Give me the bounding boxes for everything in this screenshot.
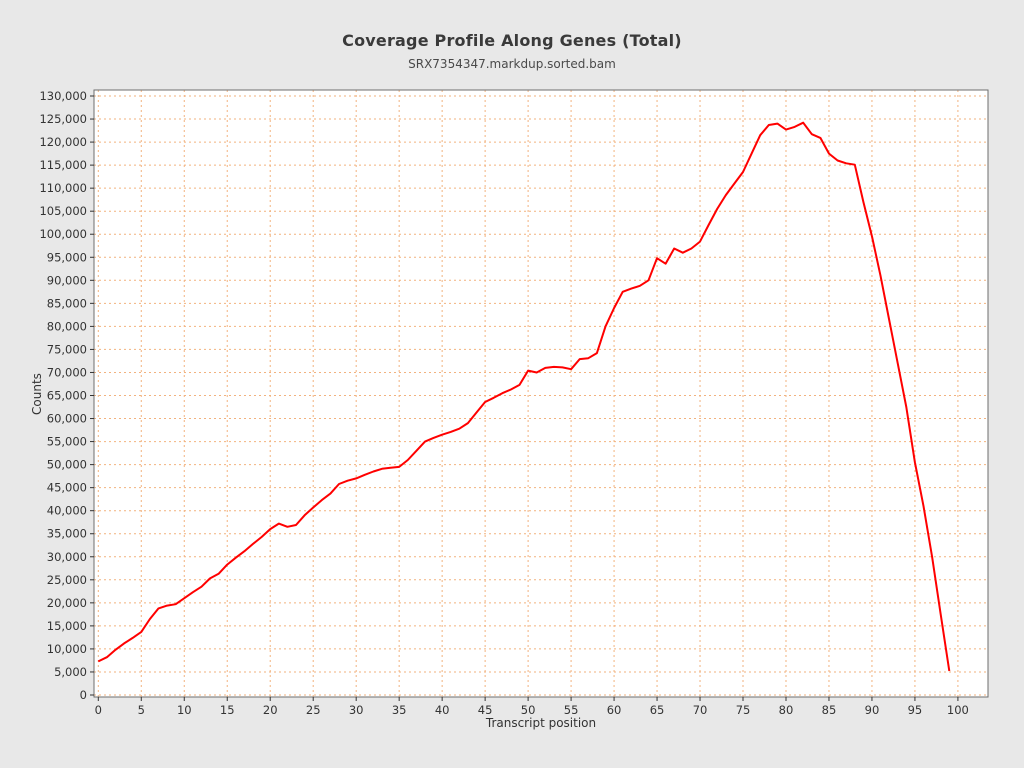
y-axis: 0 5,000 10,000 15,000 20,000 25,000 30,000 35,0… [39, 89, 94, 702]
y-tick-label: 10,000 [47, 642, 87, 656]
x-tick-label: 95 [908, 703, 923, 717]
y-tick-label: 35,000 [47, 527, 87, 541]
y-tick-label: 95,000 [47, 250, 87, 264]
x-tick-label: 90 [865, 703, 880, 717]
x-tick-label: 85 [822, 703, 837, 717]
y-tick-label: 90,000 [47, 273, 87, 287]
x-tick-label: 35 [392, 703, 407, 717]
x-axis-label: Transcript position [485, 716, 597, 730]
y-tick-label: 75,000 [47, 342, 87, 356]
y-tick-label: 65,000 [47, 389, 87, 403]
x-tick-label: 75 [736, 703, 751, 717]
x-tick-label: 60 [607, 703, 622, 717]
x-tick-label: 0 [95, 703, 102, 717]
x-tick-label: 70 [693, 703, 708, 717]
x-axis: 0 5 10 15 20 25 30 35 40 45 50 55 60 65 70 75 80 85 90 95 10… [95, 697, 969, 717]
x-tick-label: 40 [435, 703, 450, 717]
y-tick-label: 120,000 [39, 135, 87, 149]
chart-frame [93, 89, 989, 698]
y-tick-label: 50,000 [47, 458, 87, 472]
x-tick-label: 100 [947, 703, 969, 717]
y-tick-label: 80,000 [47, 319, 87, 333]
y-tick-label: 30,000 [47, 550, 87, 564]
x-tick-label: 30 [349, 703, 364, 717]
x-tick-label: 50 [521, 703, 536, 717]
chart-subtitle: SRX7354347.markdup.sorted.bam [408, 57, 616, 71]
y-tick-label: 60,000 [47, 412, 87, 426]
y-tick-label: 55,000 [47, 435, 87, 449]
y-tick-label: 85,000 [47, 296, 87, 310]
y-tick-label: 5,000 [54, 665, 87, 679]
x-tick-label: 65 [650, 703, 665, 717]
y-axis-label: Counts [30, 373, 44, 415]
y-tick-label: 45,000 [47, 481, 87, 495]
y-tick-label: 130,000 [39, 89, 87, 103]
y-tick-label: 20,000 [47, 596, 87, 610]
y-tick-label: 110,000 [39, 181, 87, 195]
y-tick-label: 125,000 [39, 112, 87, 126]
plot-area [94, 90, 988, 697]
y-tick-label: 40,000 [47, 504, 87, 518]
y-tick-label: 70,000 [47, 365, 87, 379]
y-tick-label: 25,000 [47, 573, 87, 587]
x-tick-label: 20 [263, 703, 278, 717]
y-tick-label: 115,000 [39, 158, 87, 172]
y-tick-label: 100,000 [39, 227, 87, 241]
x-tick-label: 45 [478, 703, 493, 717]
grid-lines [94, 90, 988, 697]
x-tick-label: 55 [564, 703, 579, 717]
x-tick-label: 5 [138, 703, 145, 717]
coverage-line-series [97, 121, 951, 672]
y-tick-label: 105,000 [39, 204, 87, 218]
x-tick-label: 15 [220, 703, 235, 717]
x-tick-label: 10 [177, 703, 192, 717]
x-tick-label: 80 [779, 703, 794, 717]
y-tick-label: 15,000 [47, 619, 87, 633]
x-tick-label: 25 [306, 703, 321, 717]
chart-title: Coverage Profile Along Genes (Total) [342, 31, 682, 50]
y-tick-label: 0 [80, 688, 87, 702]
